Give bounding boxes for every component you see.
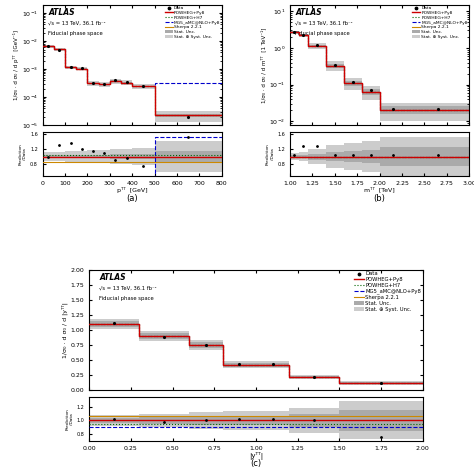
Text: (a): (a)	[127, 194, 138, 203]
Text: √s = 13 TeV, 36.1 fb⁻¹: √s = 13 TeV, 36.1 fb⁻¹	[48, 20, 106, 26]
Text: √s = 13 TeV, 36.1 fb⁻¹: √s = 13 TeV, 36.1 fb⁻¹	[100, 285, 157, 291]
X-axis label: mᵀᵀ  [TeV]: mᵀᵀ [TeV]	[364, 187, 395, 193]
Y-axis label: 1/σ₀ · d σ₀ / d mᵀᵀ  [1 TeV⁻¹]: 1/σ₀ · d σ₀ / d mᵀᵀ [1 TeV⁻¹]	[261, 27, 266, 102]
Text: (c): (c)	[250, 459, 262, 468]
Text: (b): (b)	[374, 194, 385, 203]
X-axis label: |yᵀᵀ|: |yᵀᵀ|	[249, 452, 263, 460]
Text: ATLAS: ATLAS	[295, 9, 322, 18]
Legend: Data, POWHEG+Py8, POWHEG+H7, MG5_aMC@NLO+Py8, Sherpa 2.2.1, Stat. Unc., Stat. ⊕ : Data, POWHEG+Py8, POWHEG+H7, MG5_aMC@NLO…	[164, 6, 221, 39]
Y-axis label: Prediction
/Data: Prediction /Data	[65, 408, 74, 429]
Text: Fiducial phase space: Fiducial phase space	[295, 31, 350, 36]
Text: ATLAS: ATLAS	[48, 9, 75, 18]
Text: Fiducial phase space: Fiducial phase space	[48, 31, 103, 36]
Y-axis label: Prediction
/Data: Prediction /Data	[266, 143, 274, 164]
Text: √s = 13 TeV, 36.1 fb⁻¹: √s = 13 TeV, 36.1 fb⁻¹	[295, 20, 353, 26]
X-axis label: pᵀᵀ  [GeV]: pᵀᵀ [GeV]	[117, 187, 147, 193]
Text: Fiducial phase space: Fiducial phase space	[100, 296, 154, 301]
Text: ATLAS: ATLAS	[100, 273, 126, 283]
Y-axis label: 1/σ₀ · d σ₀ / d pᵀᵀ  [GeV⁻¹]: 1/σ₀ · d σ₀ / d pᵀᵀ [GeV⁻¹]	[13, 30, 19, 100]
Legend: Data, POWHEG+Py8, POWHEG+H7, MG5_aMC@NLO+Py8, Sherpa 2.2.1, Stat. Unc., Stat. ⊕ : Data, POWHEG+Py8, POWHEG+H7, MG5_aMC@NLO…	[411, 6, 468, 39]
Y-axis label: 1/σ₀ · d σ₀ / d |yᵀᵀ|: 1/σ₀ · d σ₀ / d |yᵀᵀ|	[62, 302, 68, 358]
Y-axis label: Prediction
/Data: Prediction /Data	[18, 143, 27, 164]
Legend: Data, POWHEG+Py8, POWHEG+H7, MG5_aMC@NLO+Py8, Sherpa 2.2.1, Stat. Unc., Stat. ⊕ : Data, POWHEG+Py8, POWHEG+H7, MG5_aMC@NLO…	[354, 271, 421, 312]
